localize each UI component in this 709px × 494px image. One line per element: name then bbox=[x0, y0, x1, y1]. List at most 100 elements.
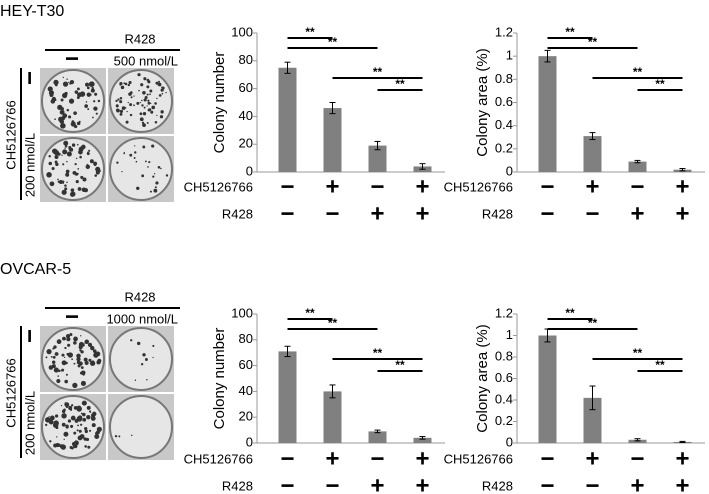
colony bbox=[70, 409, 73, 412]
colony bbox=[91, 423, 96, 428]
condition-sign: + bbox=[630, 472, 644, 494]
colony bbox=[45, 356, 48, 359]
colony bbox=[149, 102, 152, 104]
colony bbox=[65, 361, 68, 365]
colony bbox=[76, 143, 79, 146]
condition-sign: + bbox=[415, 173, 429, 200]
condition-sign: + bbox=[630, 200, 644, 227]
y-tick-label: 80 bbox=[239, 331, 253, 346]
condition-label: R428 bbox=[482, 478, 513, 493]
colony bbox=[72, 382, 78, 389]
colony bbox=[64, 346, 67, 350]
bar bbox=[583, 136, 602, 172]
colony bbox=[150, 110, 154, 114]
y-tick-label: 1.2 bbox=[495, 305, 513, 320]
colony bbox=[143, 98, 147, 102]
condition-sign: − bbox=[630, 173, 644, 200]
colony bbox=[66, 160, 68, 163]
condition-label: CH5126766 bbox=[184, 451, 253, 466]
panel-title: HEY-T30 bbox=[0, 3, 64, 20]
colony bbox=[127, 83, 131, 87]
colony bbox=[95, 431, 99, 435]
colony bbox=[66, 78, 68, 80]
treatment-level: 500 nmol/L bbox=[114, 53, 178, 68]
colony bbox=[71, 143, 76, 147]
colony bbox=[66, 352, 70, 356]
error-bar bbox=[589, 132, 596, 141]
colony bbox=[79, 146, 84, 151]
colony bbox=[129, 113, 133, 117]
colony bbox=[155, 181, 159, 185]
y-tick-label: 0.2 bbox=[495, 413, 513, 428]
colony bbox=[146, 379, 148, 381]
significance-label: ** bbox=[633, 65, 643, 79]
colony bbox=[49, 415, 55, 421]
colony bbox=[81, 400, 87, 406]
colony bbox=[82, 417, 87, 422]
colony bbox=[62, 163, 65, 166]
colony bbox=[70, 121, 76, 127]
colony bbox=[56, 436, 58, 438]
bar bbox=[628, 161, 647, 172]
colony bbox=[63, 356, 66, 359]
dish bbox=[109, 395, 173, 459]
bar bbox=[628, 439, 647, 443]
colony bbox=[156, 114, 158, 116]
colony bbox=[76, 429, 79, 432]
colony bbox=[63, 140, 69, 146]
significance-label: ** bbox=[373, 65, 383, 79]
pretreatment-level: − bbox=[16, 329, 43, 343]
colony bbox=[141, 174, 145, 178]
condition-sign: − bbox=[280, 445, 294, 472]
colony bbox=[165, 91, 167, 94]
colony bbox=[84, 429, 88, 434]
colony bbox=[84, 339, 90, 344]
colony bbox=[47, 86, 53, 92]
colony bbox=[87, 342, 93, 348]
colony bbox=[147, 80, 151, 84]
colony bbox=[135, 160, 138, 163]
significance-label: ** bbox=[588, 316, 598, 330]
colony bbox=[73, 336, 78, 342]
colony bbox=[93, 163, 97, 167]
colony bbox=[92, 349, 97, 353]
significance-label: ** bbox=[655, 77, 665, 91]
condition-sign: + bbox=[585, 173, 599, 200]
colony bbox=[156, 97, 158, 100]
colony bbox=[97, 99, 101, 103]
colony bbox=[64, 379, 69, 384]
colony bbox=[79, 434, 85, 439]
y-tick-label: 0 bbox=[246, 434, 253, 449]
pretreatment-level: 200 nmol/L bbox=[22, 133, 37, 197]
colony bbox=[55, 414, 59, 418]
colony bbox=[134, 379, 137, 381]
colony bbox=[62, 81, 69, 87]
colony bbox=[128, 80, 132, 85]
bar bbox=[323, 391, 342, 443]
colony bbox=[88, 81, 95, 87]
colony bbox=[73, 431, 77, 435]
colony bbox=[55, 426, 59, 430]
colony bbox=[57, 375, 60, 377]
colony bbox=[160, 110, 164, 114]
significance-label: ** bbox=[565, 25, 575, 39]
colony bbox=[152, 175, 155, 178]
colony bbox=[46, 172, 52, 178]
colony bbox=[154, 186, 157, 189]
colony bbox=[96, 426, 102, 432]
colony bbox=[60, 123, 66, 129]
significance-label: ** bbox=[588, 35, 598, 49]
colony bbox=[86, 86, 90, 90]
bar bbox=[323, 108, 342, 172]
colony bbox=[160, 167, 162, 170]
colony bbox=[131, 434, 133, 437]
condition-sign: − bbox=[540, 472, 554, 494]
colony bbox=[72, 443, 78, 449]
colony bbox=[48, 162, 51, 165]
condition-sign: − bbox=[280, 173, 294, 200]
pretreatment-level: 200 nmol/L bbox=[22, 391, 37, 455]
colony bbox=[82, 177, 87, 182]
colony bbox=[80, 370, 86, 376]
error-bar bbox=[679, 440, 686, 443]
